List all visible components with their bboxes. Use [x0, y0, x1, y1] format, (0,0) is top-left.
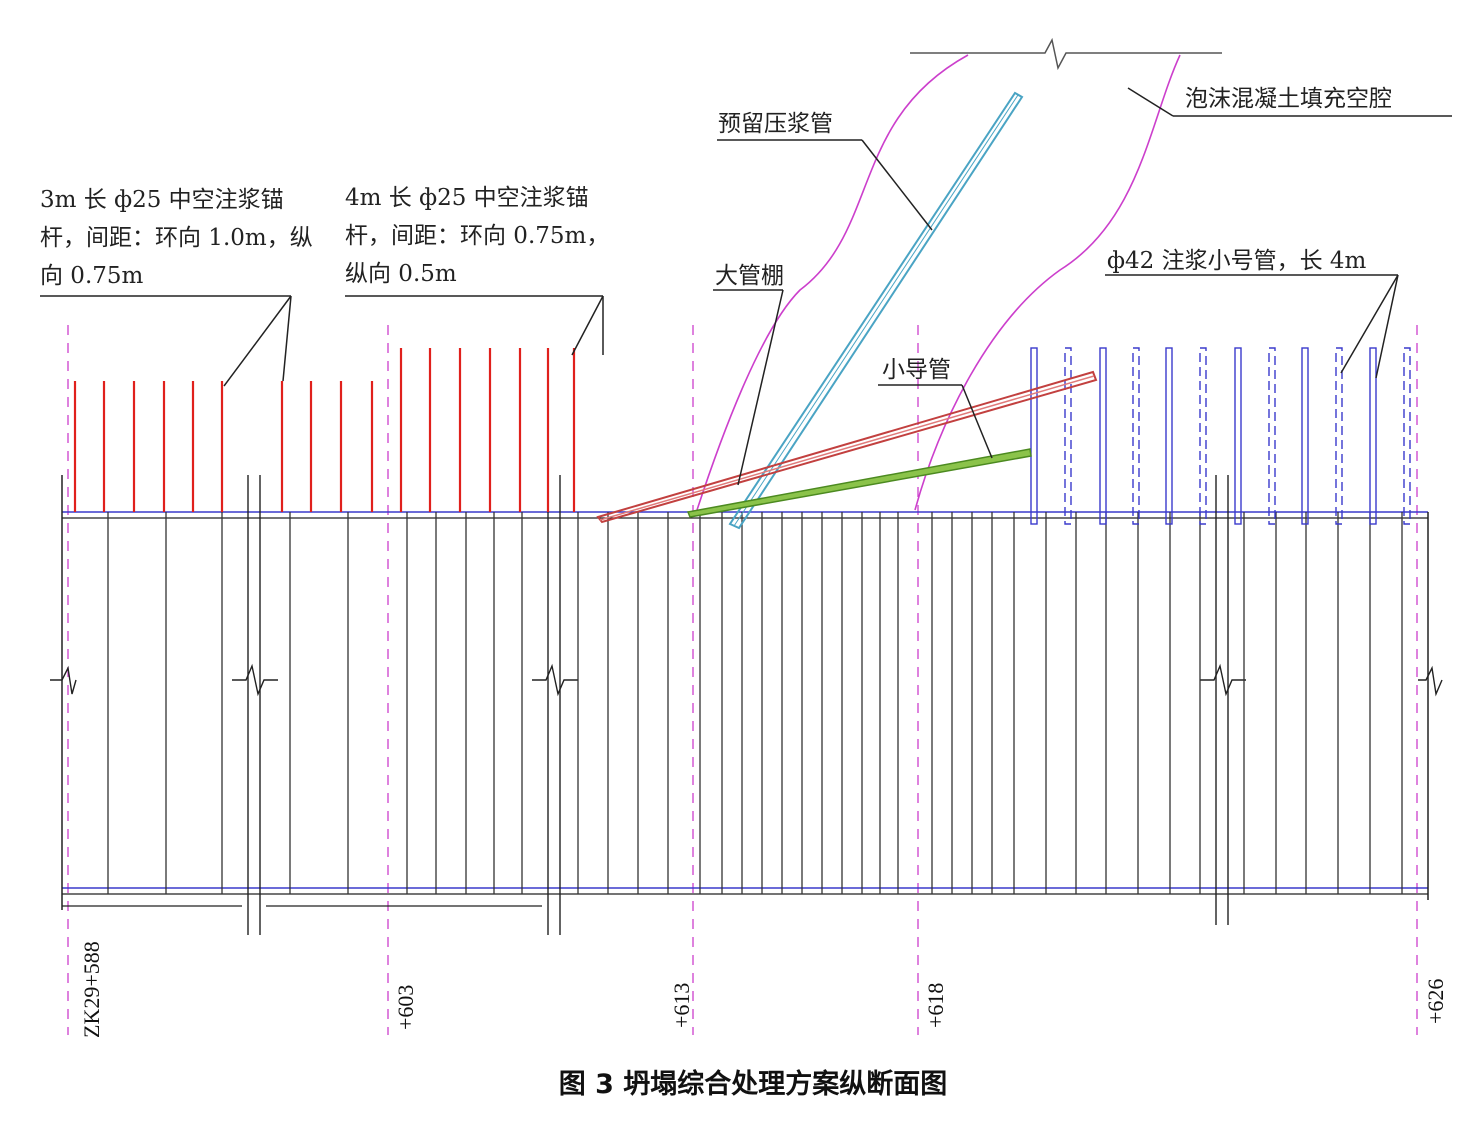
break-zigzag: [50, 665, 77, 695]
station-label-613: +613: [669, 983, 694, 1028]
tunnel-lining-body: [50, 475, 1443, 935]
break-zigzag: [532, 663, 578, 697]
reserved-grout-pipe: [728, 91, 1024, 530]
break-zigzag: [232, 663, 278, 697]
phi42-pipe: [1099, 347, 1107, 525]
figure-caption: 图 3 坍塌综合处理方案纵断面图: [559, 1068, 948, 1100]
phi42-pipe: [1165, 347, 1173, 525]
phi42-pipe: [1030, 347, 1038, 525]
phi42-pipe: [1403, 347, 1411, 525]
anchor-4m-label-line1: 4m 长 ф25 中空注浆锚: [345, 185, 589, 211]
phi42-grouting-pipes: [1030, 347, 1411, 525]
station-label-zk29-588: ZK29+588: [79, 941, 104, 1038]
reserved-grout-pipe-label: 预留压浆管: [718, 111, 833, 137]
phi42-pipe: [1199, 347, 1207, 525]
station-label-626: +626: [1423, 979, 1448, 1024]
phi42-pipe: [1234, 347, 1242, 525]
ground-surface-line: [910, 37, 1222, 71]
foam-concrete-label: 泡沫混凝土填充空腔: [1185, 86, 1392, 112]
phi42-pipe: [1301, 347, 1309, 525]
station-label-618: +618: [923, 983, 948, 1028]
phi42-pipe: [1268, 347, 1276, 525]
phi42-pipe: [1369, 347, 1377, 525]
leader-lines: [40, 87, 1452, 486]
small-duct-label: 小导管: [882, 357, 951, 383]
anchor-4m-label-line3: 纵向 0.5m: [345, 261, 457, 287]
small-duct-pipe: [686, 448, 1032, 518]
anchor-4m-label-line2: 杆，间距：环向 0.75m，: [345, 223, 609, 249]
big-pipe-roof-label: 大管棚: [715, 263, 784, 289]
phi42-pipe: [1064, 347, 1072, 525]
anchor-3m-label-line1: 3m 长 ф25 中空注浆锚: [40, 187, 284, 213]
anchor-bolts: [73, 348, 576, 512]
station-label-603: +603: [393, 985, 418, 1030]
break-zigzag: [1200, 663, 1246, 697]
phi42-pipe: [1132, 347, 1140, 525]
phi42-pipe: [1335, 347, 1343, 525]
break-zigzag: [1418, 665, 1443, 697]
big-pipe-roof: [596, 370, 1098, 524]
phi42-pipe-label: ф42 注浆小号管，长 4m: [1107, 248, 1367, 274]
anchor-3m-label-line2: 杆，间距：环向 1.0m，纵: [40, 225, 313, 251]
anchor-3m-label-line3: 向 0.75m: [40, 263, 144, 289]
foam-concrete-cavity-boundary: [696, 54, 1181, 511]
